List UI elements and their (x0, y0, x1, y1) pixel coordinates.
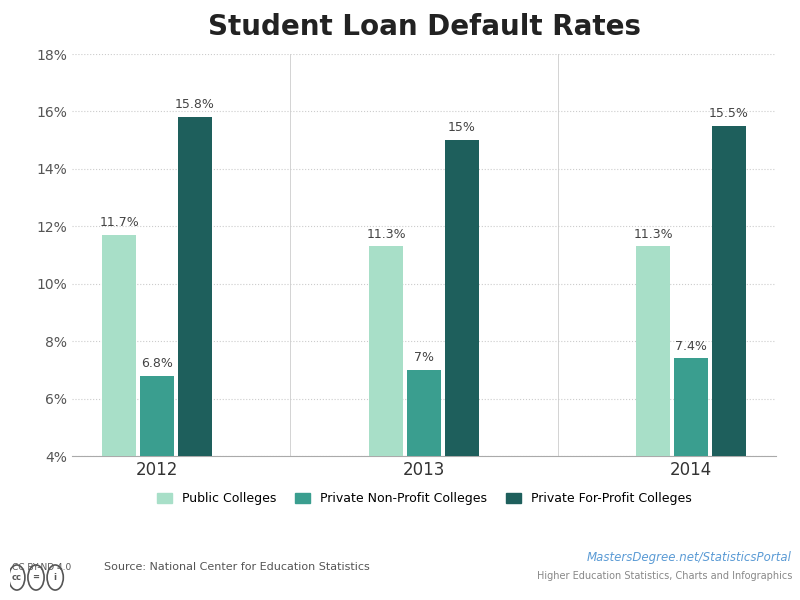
Text: 6.8%: 6.8% (141, 357, 173, 370)
Text: 7.4%: 7.4% (675, 340, 707, 353)
Text: 15%: 15% (448, 121, 475, 134)
Text: Source: National Center for Education Statistics: Source: National Center for Education St… (104, 562, 370, 572)
Text: cc: cc (12, 573, 22, 582)
Title: Student Loan Default Rates: Student Loan Default Rates (207, 13, 641, 41)
Legend: Public Colleges, Private Non-Profit Colleges, Private For-Profit Colleges: Public Colleges, Private Non-Profit Coll… (152, 487, 696, 510)
Text: 11.3%: 11.3% (366, 227, 406, 241)
Bar (407, 370, 441, 456)
Bar (712, 126, 746, 456)
Bar (370, 247, 403, 456)
Bar (102, 235, 136, 456)
Text: Higher Education Statistics, Charts and Infographics: Higher Education Statistics, Charts and … (537, 571, 792, 581)
Bar (674, 358, 708, 456)
Bar (445, 140, 478, 456)
Text: 15.5%: 15.5% (709, 107, 749, 120)
Bar (637, 247, 670, 456)
Text: 11.7%: 11.7% (99, 216, 139, 229)
Text: i: i (54, 573, 57, 582)
Text: 15.8%: 15.8% (174, 98, 214, 112)
Bar (140, 376, 174, 456)
Bar (178, 117, 211, 456)
Text: 11.3%: 11.3% (634, 227, 674, 241)
Text: MastersDegree.net/StatisticsPortal: MastersDegree.net/StatisticsPortal (587, 551, 792, 564)
Text: CC BY-ND 4.0: CC BY-ND 4.0 (12, 563, 71, 571)
Text: =: = (33, 573, 39, 582)
Text: 7%: 7% (414, 351, 434, 364)
